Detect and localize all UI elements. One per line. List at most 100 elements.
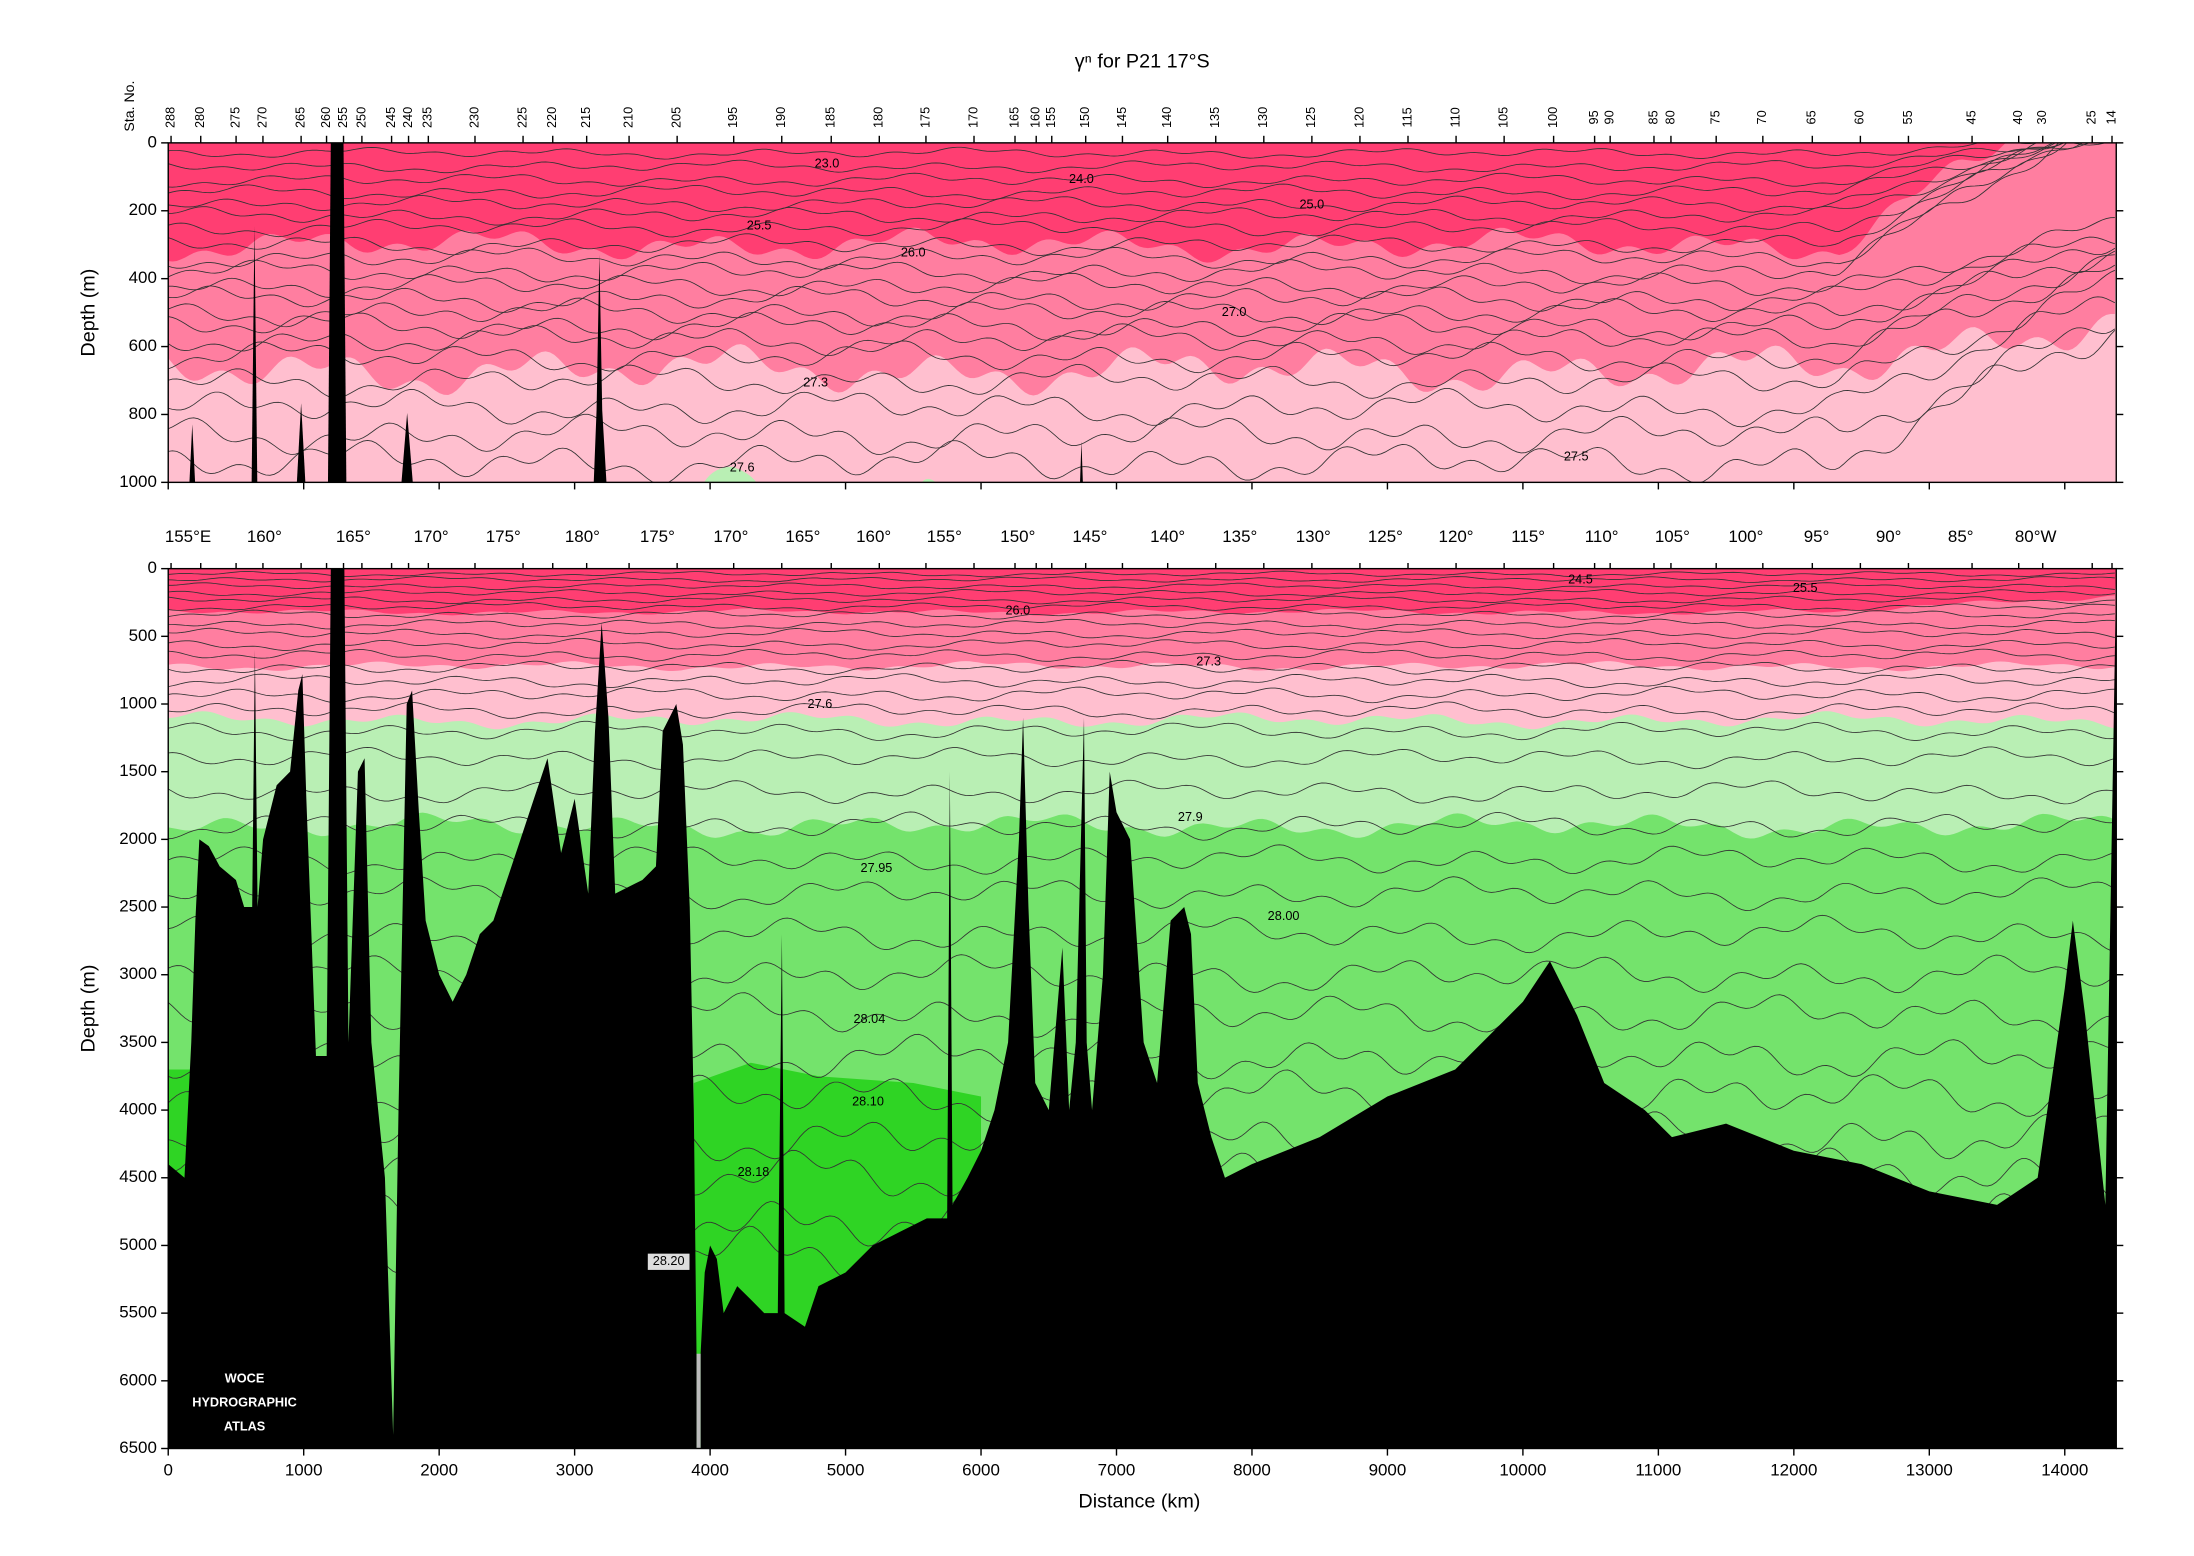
longitude-label: 160° [247,527,282,546]
contour-line [168,247,2116,328]
contour-line [168,602,2115,612]
contour-label: 27.0 [1222,304,1247,319]
y-tick-label: 500 [129,626,157,645]
station-label: 70 [1754,110,1769,124]
label-box [647,1252,691,1271]
contour-label: 28.18 [738,1164,770,1179]
station-label: 45 [1963,110,1978,124]
station-label: 220 [544,107,559,128]
y-axis-label: Depth (m) [77,269,99,357]
y-tick-label: 2000 [119,829,157,848]
contour-line [168,582,2115,591]
contour-line [168,627,2115,640]
chart-title: γⁿ for P21 17°S [1075,50,1210,72]
contour-line [168,570,2115,578]
station-label: 125 [1303,107,1318,128]
station-label: 195 [725,107,740,128]
station-label: 80 [1662,110,1677,124]
station-label: 40 [2010,110,2025,124]
bathymetry [327,142,347,483]
contour-line [168,269,2116,399]
station-label: 230 [466,107,481,128]
contour-line [168,720,2115,741]
contour-label: 27.5 [1564,448,1589,463]
longitude-label: 125° [1368,527,1403,546]
longitude-label: 175° [486,527,521,546]
x-tick-label: 3000 [556,1461,594,1480]
contour-label: 27.95 [861,860,893,875]
station-label: 25 [2084,110,2099,124]
contour-line [168,811,2115,841]
y-tick-label: 3000 [119,964,157,983]
y-tick-label: 200 [129,200,157,219]
x-tick-label: 11000 [1635,1461,1681,1480]
x-tick-label: 6000 [962,1461,1000,1480]
top-panel [168,142,2117,483]
contour-label: 27.3 [803,375,828,390]
longitude-label: 170° [414,527,449,546]
station-label: 270 [254,107,269,128]
station-label: 260 [318,107,333,128]
contour-line [168,648,2115,662]
y-tick-label: 1000 [119,693,157,712]
contour-label: 28.20 [653,1253,685,1268]
station-label: 65 [1804,110,1819,124]
contour-label: 28.10 [852,1093,884,1108]
y-tick-label: 4000 [119,1100,157,1119]
bathymetry [168,568,2117,1449]
contour-label: 25.5 [747,218,772,233]
bathymetry [401,413,413,483]
station-label: 105 [1495,107,1510,128]
station-label: 180 [871,107,886,128]
x-tick-label: 5000 [827,1461,865,1480]
y-tick-label: 2500 [119,897,157,916]
contour-label: 27.6 [808,696,833,711]
station-label: 140 [1159,107,1174,128]
longitude-label: 120° [1439,527,1474,546]
station-label: 30 [2034,110,2049,124]
y-tick-label: 5500 [119,1303,157,1322]
y-tick-label: 6000 [119,1370,157,1389]
longitude-label: 155°E [165,527,211,546]
station-label: 185 [823,107,838,128]
station-label: 160 [1028,107,1043,128]
station-label: 14 [2103,110,2118,124]
longitude-label: 145° [1072,527,1107,546]
station-axis-label: Sta. No. [121,81,137,132]
longitude-label: 90° [1876,527,1902,546]
station-label: 150 [1077,107,1092,128]
x-tick-label: 10000 [1499,1461,1546,1480]
x-tick-label: 13000 [1906,1461,1953,1480]
longitude-label: 85° [1948,527,1974,546]
y-tick-label: 400 [129,268,157,287]
station-label: 280 [192,107,207,128]
station-label: 205 [669,107,684,128]
contour-line [168,779,2115,805]
longitude-label: 95° [1804,527,1830,546]
x-tick-label: 0 [164,1461,173,1480]
bottom-panel [168,568,2117,1449]
contour-line [168,637,2115,652]
station-label: 245 [383,107,398,128]
contour-line [168,142,2091,174]
contour-line [168,875,2116,911]
contour-line [168,264,2116,374]
contour-line [168,254,2115,357]
contour-label: 24.0 [1069,171,1094,186]
atlas-annotation: WOCE [225,1371,265,1386]
station-label: 115 [1399,107,1414,127]
contour-line [168,142,2084,256]
x-tick-label: 9000 [1369,1461,1407,1480]
station-label: 155 [1043,107,1058,128]
station-label: 255 [335,107,350,128]
contour-line [168,609,2115,620]
contour-label: 25.0 [1299,196,1324,211]
contour-line [168,701,2116,721]
x-tick-label: 4000 [691,1461,729,1480]
layer-fill [921,478,936,483]
station-label: 135 [1207,107,1222,128]
longitude-label: 170° [713,527,748,546]
contour-label: 28.00 [1268,908,1300,923]
contour-label: 25.5 [1793,580,1818,595]
